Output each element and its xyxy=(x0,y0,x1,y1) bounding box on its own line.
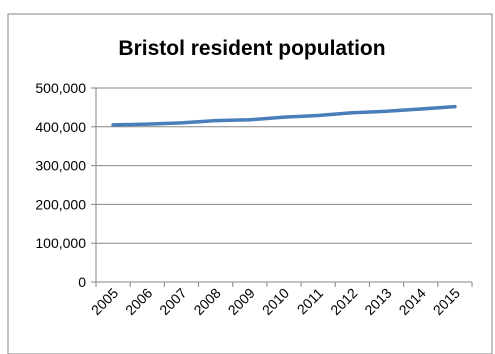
data-point xyxy=(179,121,184,125)
gridlines xyxy=(96,87,472,244)
y-tick-label: 400,000 xyxy=(35,119,86,135)
data-point xyxy=(384,109,389,113)
data-point xyxy=(282,115,286,119)
y-tick-label: 0 xyxy=(78,274,86,290)
data-point xyxy=(419,107,423,111)
data-point xyxy=(316,113,320,118)
data-point xyxy=(111,123,115,127)
y-tick-label: 500,000 xyxy=(35,80,86,96)
y-tick-label: 300,000 xyxy=(35,158,86,174)
y-axis-tick-labels: 0 100,000 200,000 300,000 400,000 500,000 xyxy=(35,80,86,290)
axes xyxy=(91,87,473,287)
data-point xyxy=(248,118,252,122)
data-point xyxy=(350,111,354,115)
data-point xyxy=(145,122,149,126)
chart-border xyxy=(7,13,493,354)
y-tick-label: 100,000 xyxy=(35,235,86,251)
data-point xyxy=(214,118,218,123)
data-point xyxy=(453,105,457,109)
y-tick-label: 200,000 xyxy=(35,196,86,212)
series-layer xyxy=(111,104,457,127)
chart-title: Bristol resident population xyxy=(118,37,385,60)
